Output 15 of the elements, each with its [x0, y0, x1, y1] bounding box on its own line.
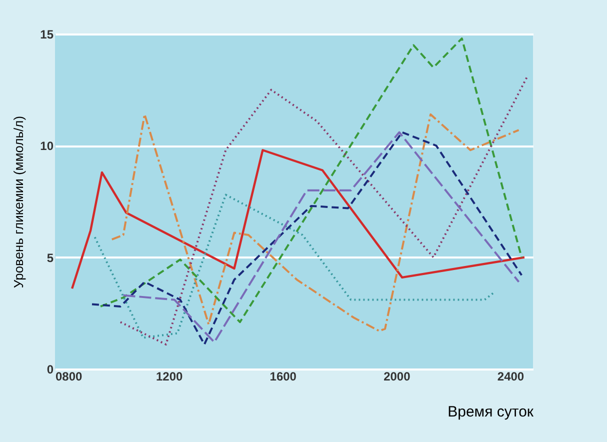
line-series [94, 194, 494, 339]
y-tick-label: 15 [40, 28, 54, 42]
x-tick-label: 1600 [270, 370, 297, 384]
y-axis-title: Уровень гликемии (ммоль/л) [11, 116, 26, 288]
y-tick-label: 5 [46, 250, 54, 265]
x-tick-label: 0800 [56, 370, 83, 384]
line-series [70, 149, 526, 290]
x-axis-title: Время суток [448, 404, 534, 420]
x-tick-label: 2000 [384, 370, 411, 384]
y-tick-label: 10 [40, 139, 54, 154]
line-series [119, 75, 528, 346]
x-tick-label: 2400 [497, 370, 524, 384]
line-series [100, 37, 523, 324]
x-tick-label: 1200 [156, 370, 183, 384]
y-tick-label: 0 [46, 362, 54, 376]
